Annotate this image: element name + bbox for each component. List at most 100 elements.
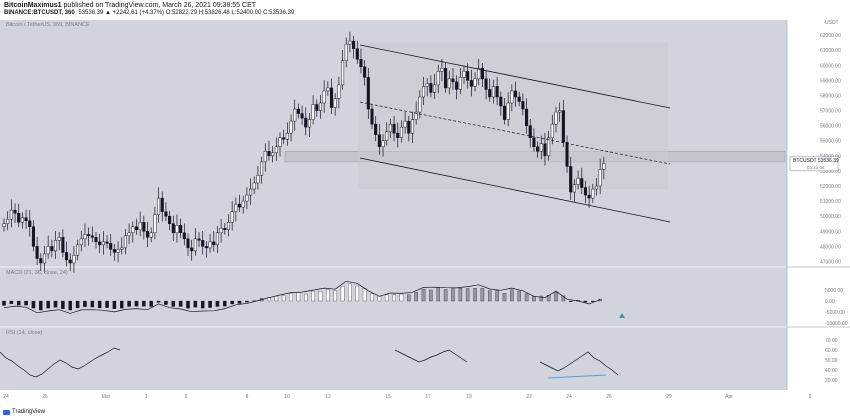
buy-signal-arrow: [619, 313, 625, 318]
candle-up: [348, 40, 352, 45]
candle-down: [282, 137, 286, 140]
macd-histogram-bar: [384, 294, 389, 302]
macd-histogram-bar: [193, 300, 198, 308]
candle-down: [329, 87, 334, 108]
candle-up: [539, 143, 543, 152]
price-axis[interactable]: [787, 20, 850, 390]
tradingview-logo[interactable]: TradingView: [3, 409, 45, 415]
price-pane-title: Bitcoin / TetherUS, 360, BINANCE: [6, 22, 90, 28]
candle-up: [602, 163, 606, 170]
candle-up: [274, 146, 278, 154]
candle-up: [157, 197, 161, 215]
candle-up: [249, 188, 253, 196]
rsi-pane[interactable]: [0, 328, 787, 390]
candle-down: [68, 259, 72, 264]
candle-down: [300, 113, 304, 119]
macd-histogram-bar: [458, 288, 463, 302]
candle-up: [252, 182, 256, 190]
macd-histogram-bar: [16, 300, 21, 306]
macd-histogram-bar: [583, 300, 588, 303]
candle-down: [168, 215, 172, 224]
candle-down: [201, 240, 205, 247]
macd-histogram-bar: [392, 294, 396, 302]
candle-down: [65, 252, 69, 261]
time-tick-label: 15: [385, 394, 391, 400]
candle-up: [506, 102, 510, 120]
candle-down: [134, 226, 139, 231]
macd-histogram-bar: [68, 300, 72, 311]
macd-histogram-bar: [53, 300, 58, 308]
candle-up: [215, 232, 219, 246]
candle-down: [182, 232, 186, 240]
macd-histogram-bar: [399, 293, 404, 302]
macd-histogram-bar: [9, 300, 14, 304]
author-name[interactable]: BitcoinMaximus1: [4, 2, 62, 9]
candle-down: [532, 137, 536, 148]
candle-down: [171, 223, 175, 234]
candle-up: [403, 120, 407, 128]
candle-down: [569, 166, 573, 193]
macd-tick-label: -5000.00: [825, 310, 845, 316]
candle-down: [517, 96, 521, 102]
candle-up: [226, 221, 231, 231]
price-tick-label: 59000.00: [820, 78, 841, 84]
candle-down: [377, 134, 381, 148]
macd-histogram-bar: [237, 300, 242, 304]
price-tick-label: 47000.00: [820, 259, 841, 265]
candle-up: [311, 104, 315, 120]
macd-histogram-bar: [245, 300, 249, 303]
candle-down: [94, 237, 98, 243]
candle-up: [175, 225, 179, 234]
macd-histogram-bar: [355, 285, 360, 302]
macd-histogram-bar: [120, 300, 124, 309]
macd-tick-label: 0.00: [825, 299, 835, 305]
candle-down: [109, 243, 113, 250]
time-tick-label: 10: [284, 394, 290, 400]
candle-up: [278, 137, 282, 148]
time-tick-label: 5: [185, 394, 188, 400]
time-tick-label: 24: [566, 394, 572, 400]
macd-histogram-bar: [215, 300, 220, 307]
currency-label: USDT: [825, 20, 839, 26]
time-axis[interactable]: [0, 390, 850, 408]
macd-signal-line: [3, 280, 601, 314]
candle-up: [289, 120, 293, 134]
candle-down: [50, 246, 54, 252]
tradingview-icon: [3, 409, 10, 415]
channel-lower-line: [359, 157, 671, 223]
rsi-tick-label: 70.00: [825, 338, 838, 344]
macd-histogram-bar: [495, 290, 499, 302]
candle-up: [138, 221, 142, 231]
last-price-label: BTCUSDT 53536.39: [793, 158, 839, 164]
candle-down: [186, 238, 190, 249]
candle-down: [587, 194, 591, 199]
candle-down: [304, 117, 308, 128]
candle-down: [35, 246, 39, 259]
macd-histogram-bar: [532, 296, 536, 302]
price-tick-label: 61000.00: [820, 48, 841, 54]
macd-histogram-bar: [142, 300, 146, 307]
candle-up: [598, 169, 602, 187]
candle-up: [344, 43, 348, 61]
time-tick-label: 22: [526, 394, 532, 400]
candle-down: [583, 187, 587, 196]
macd-histogram-bar: [502, 293, 507, 302]
candle-down: [580, 178, 584, 188]
candle-up: [572, 184, 576, 193]
candle-up: [414, 111, 418, 120]
macd-histogram-bar: [127, 300, 131, 307]
candle-down: [145, 231, 150, 238]
macd-histogram-bar: [414, 292, 418, 302]
price-tick-label: 62000.00: [820, 33, 841, 39]
candle-up: [558, 110, 562, 113]
price-tick-label: 57000.00: [820, 109, 841, 115]
candle-down: [39, 258, 43, 264]
macd-histogram-bar: [75, 300, 80, 309]
candle-up: [554, 111, 558, 125]
rsi-tick-label: 60.00: [825, 348, 838, 354]
candle-up: [326, 87, 330, 92]
macd-histogram-bar: [230, 300, 234, 305]
candle-up: [337, 84, 341, 99]
macd-histogram-bar: [46, 300, 50, 309]
